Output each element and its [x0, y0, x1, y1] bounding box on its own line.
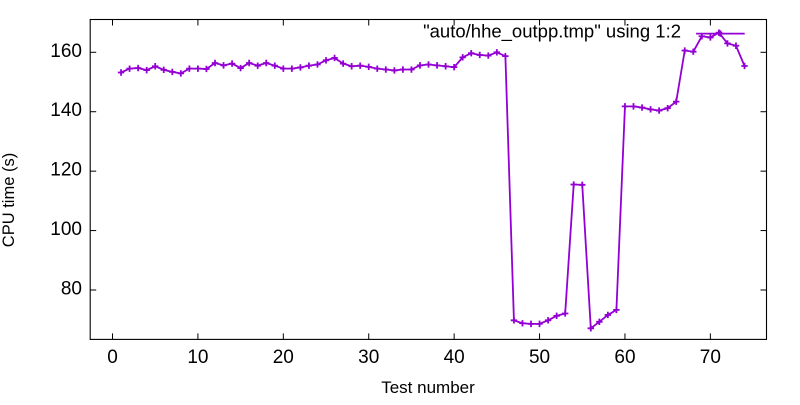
svg-text:50: 50 [529, 347, 550, 368]
svg-text:80: 80 [61, 279, 82, 300]
svg-text:0: 0 [107, 347, 118, 368]
svg-text:"auto/hhe_outpp.tmp" using 1:2: "auto/hhe_outpp.tmp" using 1:2 [423, 21, 681, 43]
svg-text:30: 30 [358, 347, 379, 368]
svg-text:10: 10 [187, 347, 208, 368]
svg-text:Test number: Test number [381, 378, 475, 397]
svg-text:160: 160 [50, 41, 82, 62]
svg-text:20: 20 [273, 347, 294, 368]
svg-text:60: 60 [614, 347, 635, 368]
svg-text:CPU time (s): CPU time (s) [0, 153, 18, 247]
svg-text:120: 120 [50, 160, 82, 181]
svg-text:100: 100 [50, 219, 82, 240]
svg-text:140: 140 [50, 100, 82, 121]
svg-text:70: 70 [700, 347, 721, 368]
svg-text:40: 40 [444, 347, 465, 368]
